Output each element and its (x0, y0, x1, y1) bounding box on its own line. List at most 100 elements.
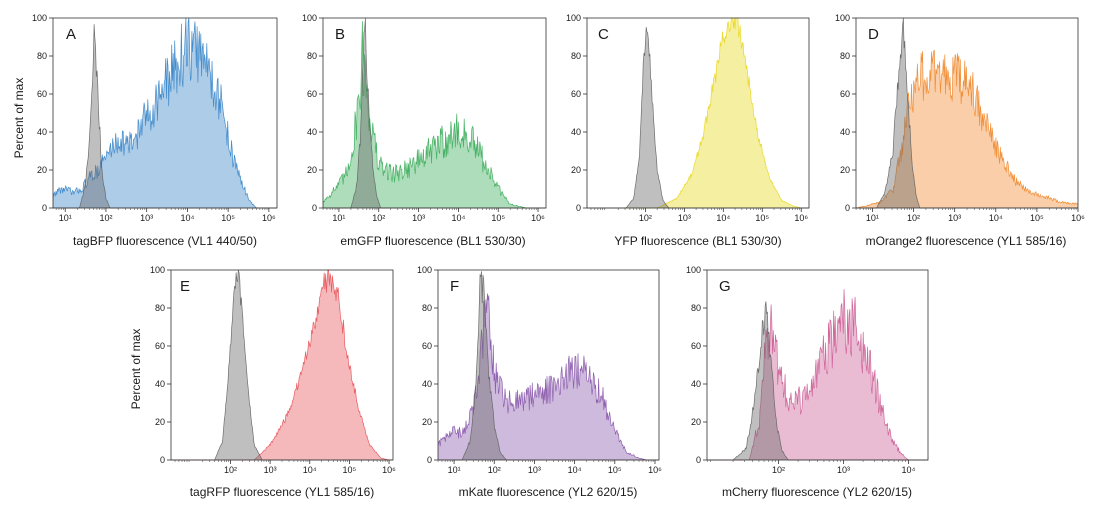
panel-d: D mOrange2 fluorescence (YL1 585/16) 0 20… (835, 13, 1085, 248)
x-tick-label: 10⁴ (902, 465, 916, 475)
series-line-mKate (437, 293, 659, 461)
y-axis-label-bottom-row: Percent of max (129, 329, 143, 410)
y-tick-label: 40 (307, 127, 317, 137)
panel-e: E tagRFP fluorescence (YL1 585/16) 0 20 40… (150, 265, 396, 499)
x-tick-label: 10⁴ (303, 465, 317, 475)
panel-letter: A (66, 26, 76, 43)
x-tick-label: 10⁶ (531, 213, 545, 223)
y-tick-label: 20 (571, 165, 581, 175)
y-tick-label: 100 (150, 265, 165, 275)
x-tick-label: 10⁵ (221, 213, 235, 223)
y-tick-label: 60 (37, 89, 47, 99)
y-tick-label: 80 (840, 51, 850, 61)
x-tick-label: 10⁵ (491, 213, 505, 223)
x-tick-label: 10⁴ (180, 213, 194, 223)
panel-letter: D (868, 26, 879, 43)
y-tick-label: 80 (155, 303, 165, 313)
x-tick-label: 10² (224, 465, 237, 475)
x-tick-label: 10¹ (866, 213, 879, 223)
y-tick-label: 20 (307, 165, 317, 175)
y-tick-label: 0 (696, 455, 701, 465)
x-tick-label: 10⁵ (608, 465, 622, 475)
y-tick-label: 60 (691, 341, 701, 351)
x-axis-title: tagRFP fluorescence (YL1 585/16) (190, 485, 375, 499)
x-tick-label: 10⁵ (343, 465, 357, 475)
plot-frame (52, 17, 278, 209)
plot-frame (437, 269, 660, 461)
y-tick-label: 0 (312, 203, 317, 213)
y-tick-label: 60 (307, 89, 317, 99)
x-tick-label: 10² (372, 213, 385, 223)
x-tick-label: 10³ (140, 213, 153, 223)
x-tick-label: 10¹ (59, 213, 72, 223)
panel-c: C YFP fluorescence (BL1 530/30) 0 20 40 60 8… (566, 13, 810, 248)
series-fill-control (323, 18, 546, 208)
x-tick-label: 10⁶ (382, 465, 396, 475)
y-tick-label: 100 (32, 13, 47, 23)
y-tick-label: 40 (37, 127, 47, 137)
x-axis-title: mKate fluorescence (YL2 620/15) (459, 485, 638, 499)
series-fill-control (171, 270, 393, 460)
y-tick-label: 20 (422, 417, 432, 427)
plot-frame (322, 17, 547, 209)
series-fill-control (856, 18, 1078, 208)
y-axis-label-top-row: Percent of max (12, 78, 26, 159)
series-fill-YFP (587, 18, 809, 208)
y-tick-label: 80 (571, 51, 581, 61)
series-fill-tagBFP (53, 18, 277, 208)
x-tick-label: 10⁶ (262, 213, 276, 223)
y-tick-label: 100 (566, 13, 581, 23)
y-tick-label: 40 (422, 379, 432, 389)
y-tick-label: 40 (571, 127, 581, 137)
y-tick-label: 60 (571, 89, 581, 99)
series-line-mOrange2 (855, 49, 1079, 209)
x-tick-label: 10³ (412, 213, 425, 223)
y-tick-label: 0 (160, 455, 165, 465)
x-tick-label: 10¹ (332, 213, 345, 223)
y-tick-label: 100 (417, 265, 432, 275)
y-tick-label: 80 (307, 51, 317, 61)
series-fill-control (587, 27, 809, 208)
y-tick-label: 20 (691, 417, 701, 427)
x-tick-label: 10² (772, 465, 785, 475)
x-axis-title: mCherry fluorescence (YL2 620/15) (722, 485, 912, 499)
x-tick-label: 10⁶ (794, 213, 808, 223)
y-tick-label: 100 (835, 13, 850, 23)
panel-letter: E (180, 278, 190, 295)
x-tick-label: 10⁴ (716, 213, 730, 223)
y-tick-label: 40 (155, 379, 165, 389)
x-tick-label: 10⁴ (989, 213, 1003, 223)
x-tick-label: 10¹ (448, 465, 461, 475)
panel-letter: B (335, 26, 345, 43)
y-tick-label: 20 (155, 417, 165, 427)
series-fill-control (53, 24, 277, 208)
panel-letter: G (719, 278, 731, 295)
y-tick-label: 80 (422, 303, 432, 313)
series-fill-emGFP (323, 21, 546, 208)
panel-a: A tagBFP fluorescence (VL1 440/50) 0 20 40… (32, 13, 278, 248)
y-tick-label: 80 (691, 303, 701, 313)
series-line-emGFP (322, 21, 546, 209)
x-tick-label: 10² (907, 213, 920, 223)
series-fill-tagRFP (171, 270, 393, 460)
y-tick-label: 0 (427, 455, 432, 465)
x-tick-label: 10⁵ (755, 213, 769, 223)
x-tick-label: 10⁶ (648, 465, 662, 475)
y-tick-label: 20 (840, 165, 850, 175)
x-tick-label: 10⁴ (451, 213, 465, 223)
x-axis-title: tagBFP fluorescence (VL1 440/50) (73, 234, 257, 248)
y-tick-label: 80 (37, 51, 47, 61)
y-tick-label: 100 (302, 13, 317, 23)
y-tick-label: 0 (576, 203, 581, 213)
y-tick-label: 60 (840, 89, 850, 99)
y-tick-label: 40 (691, 379, 701, 389)
x-axis-title: emGFP fluorescence (BL1 530/30) (340, 234, 525, 248)
x-tick-label: 10⁵ (1030, 213, 1044, 223)
y-tick-label: 60 (155, 341, 165, 351)
y-tick-label: 40 (840, 127, 850, 137)
y-tick-label: 0 (42, 203, 47, 213)
series-line-tagBFP (52, 17, 277, 209)
panel-b: B emGFP fluorescence (BL1 530/30) 0 20 40 6… (302, 13, 547, 248)
y-tick-label: 0 (845, 203, 850, 213)
